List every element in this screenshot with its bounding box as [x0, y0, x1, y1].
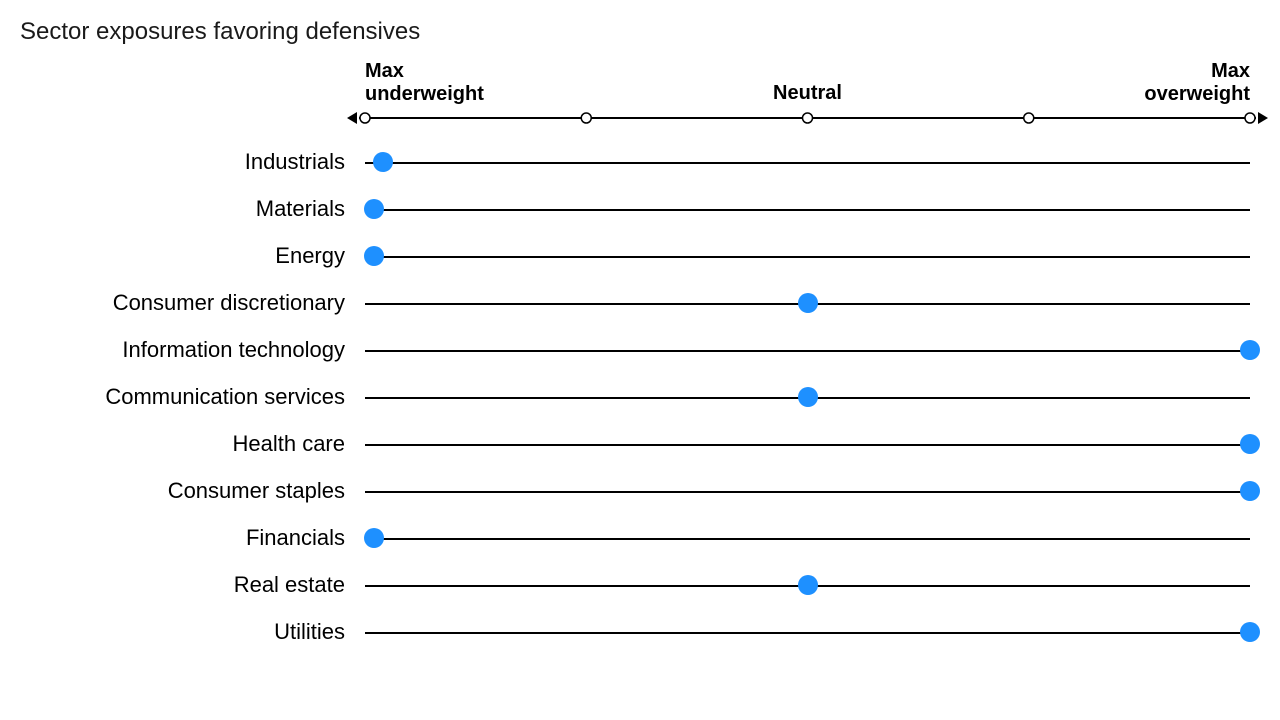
axis-tick [1245, 113, 1255, 123]
sector-marker [798, 293, 818, 313]
sector-label: Energy [275, 243, 345, 269]
sector-row: Information technology [0, 326, 1280, 373]
chart-area: MaxunderweightNeutralMaxoverweight Indus… [0, 60, 1280, 655]
sector-marker [364, 246, 384, 266]
sector-row: Health care [0, 420, 1280, 467]
axis-tick [1024, 113, 1034, 123]
sector-line [365, 350, 1250, 352]
sector-label: Consumer staples [168, 478, 345, 504]
sector-line [365, 538, 1250, 540]
sector-line [365, 209, 1250, 211]
sector-row: Consumer discretionary [0, 279, 1280, 326]
chart-title: Sector exposures favoring defensives [20, 18, 420, 46]
sector-label: Health care [232, 431, 345, 457]
sector-row: Materials [0, 185, 1280, 232]
sector-line [365, 444, 1250, 446]
sector-marker [1240, 434, 1260, 454]
sector-label: Utilities [274, 619, 345, 645]
sector-marker [364, 199, 384, 219]
sector-row: Financials [0, 514, 1280, 561]
sector-marker [1240, 340, 1260, 360]
sector-marker [364, 528, 384, 548]
sector-row: Consumer staples [0, 467, 1280, 514]
sector-row: Energy [0, 232, 1280, 279]
sector-row: Real estate [0, 561, 1280, 608]
sector-label: Industrials [245, 149, 345, 175]
sector-label: Materials [256, 196, 345, 222]
chart-container: Sector exposures favoring defensives Max… [0, 0, 1280, 720]
sector-label: Real estate [234, 572, 345, 598]
sector-line [365, 162, 1250, 164]
axis-header: MaxunderweightNeutralMaxoverweight [0, 60, 1280, 138]
sector-marker [373, 152, 393, 172]
sector-line [365, 632, 1250, 634]
sector-row: Industrials [0, 138, 1280, 185]
sector-line [365, 491, 1250, 493]
sector-label: Information technology [122, 337, 345, 363]
sector-marker [798, 575, 818, 595]
sector-rows: Industrials Materials Energy Consumer discr… [0, 138, 1280, 655]
sector-marker [1240, 622, 1260, 642]
sector-label: Consumer discretionary [113, 290, 345, 316]
sector-marker [1240, 481, 1260, 501]
axis-tick [581, 113, 591, 123]
axis-tick [360, 113, 370, 123]
sector-label: Communication services [105, 384, 345, 410]
axis-tick [803, 113, 813, 123]
sector-line [365, 256, 1250, 258]
sector-row: Communication services [0, 373, 1280, 420]
sector-label: Financials [246, 525, 345, 551]
sector-row: Utilities [0, 608, 1280, 655]
axis-line [0, 60, 1280, 135]
sector-marker [798, 387, 818, 407]
